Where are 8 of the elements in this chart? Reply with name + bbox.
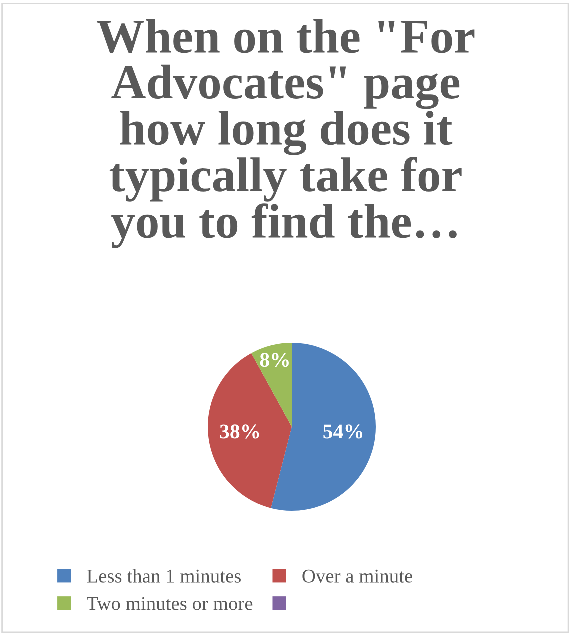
chart-title: When on the "For Advocates" page how long does it typically take for you to find the… <box>96 19 475 248</box>
data-label: 8% <box>260 353 289 368</box>
legend-label: Less than 1 minutes <box>87 569 241 583</box>
pie-slice <box>208 353 292 508</box>
data-label: 54% <box>324 424 363 439</box>
legend-label: Two minutes or more <box>87 597 253 610</box>
data-label: 38% <box>220 424 260 439</box>
legend-label: Over a minute <box>302 570 412 583</box>
